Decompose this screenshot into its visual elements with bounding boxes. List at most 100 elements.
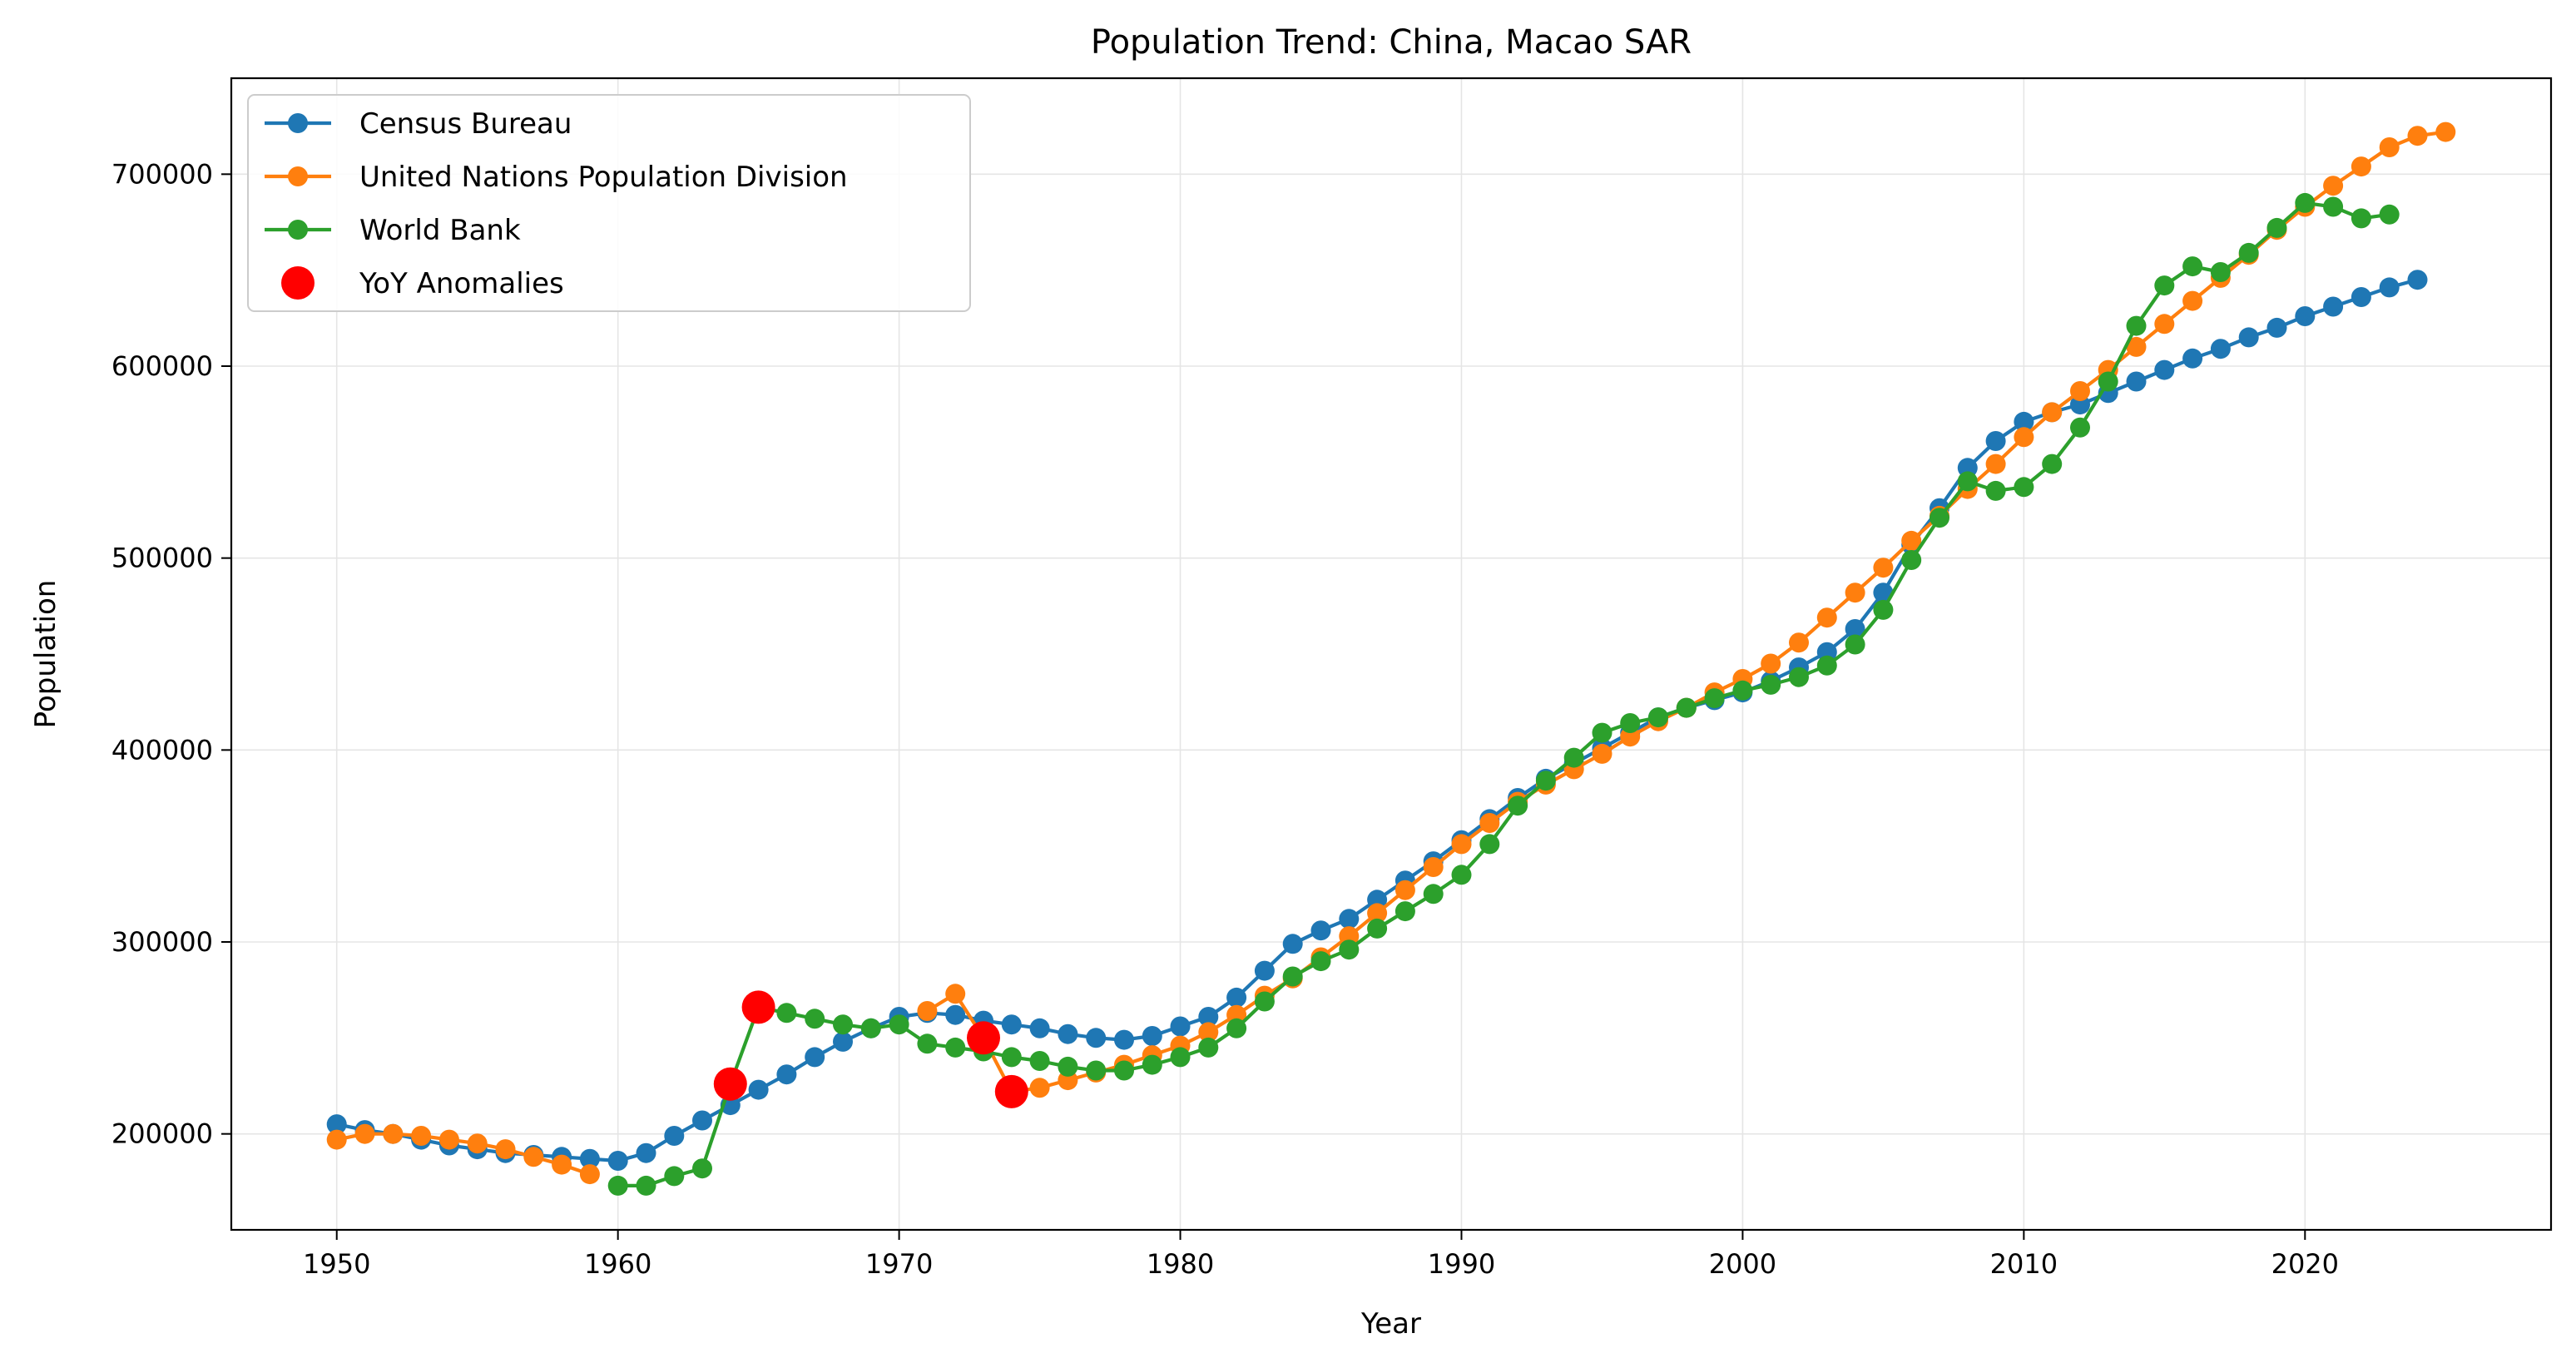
data-point-world-bank	[833, 1014, 853, 1035]
data-point-census-bureau	[1142, 1026, 1162, 1046]
data-point-world-bank	[860, 1018, 881, 1038]
y-tick-label: 600000	[111, 350, 213, 382]
data-point-world-bank	[1592, 722, 1612, 743]
data-point-census-bureau	[2379, 277, 2400, 298]
data-point-united-nations-population-division	[2351, 156, 2371, 177]
data-point-united-nations-population-division	[1789, 632, 1809, 653]
data-point-world-bank	[1367, 918, 1388, 939]
data-point-world-bank	[1761, 674, 1781, 695]
data-point-world-bank	[1620, 713, 1641, 733]
data-point-united-nations-population-division	[1029, 1078, 1050, 1098]
legend-box	[247, 94, 971, 312]
data-point-united-nations-population-division	[1198, 1022, 1219, 1043]
data-point-census-bureau	[1310, 920, 1331, 941]
data-point-united-nations-population-division	[1367, 903, 1388, 924]
y-tick-label: 500000	[111, 543, 213, 574]
data-point-world-bank	[1535, 771, 1556, 791]
data-point-world-bank	[1170, 1047, 1191, 1068]
data-point-census-bureau	[1114, 1029, 1134, 1050]
data-point-world-bank	[1001, 1047, 1022, 1068]
data-point-united-nations-population-division	[354, 1123, 375, 1144]
data-point-united-nations-population-division	[2323, 176, 2344, 196]
data-point-census-bureau	[2295, 306, 2316, 326]
data-point-census-bureau	[1170, 1016, 1191, 1037]
data-point-united-nations-population-division	[2435, 121, 2456, 142]
data-point-census-bureau	[833, 1031, 853, 1052]
x-tick-label: 2020	[2271, 1248, 2339, 1280]
series-world-bank	[607, 192, 2400, 1196]
data-point-census-bureau	[748, 1079, 769, 1100]
data-point-world-bank	[1423, 884, 1444, 905]
data-point-world-bank	[1198, 1037, 1219, 1058]
data-point-census-bureau	[2323, 296, 2344, 317]
data-point-united-nations-population-division	[1451, 834, 1472, 855]
data-point-census-bureau	[2351, 287, 2371, 307]
data-point-census-bureau	[326, 1114, 347, 1135]
data-point-census-bureau	[1058, 1023, 1078, 1044]
data-point-united-nations-population-division	[467, 1133, 488, 1154]
data-point-united-nations-population-division	[1395, 880, 1415, 900]
data-point-census-bureau	[805, 1047, 825, 1068]
x-tick-label: 1950	[303, 1248, 370, 1280]
data-point-world-bank	[1254, 991, 1275, 1012]
data-point-census-bureau	[2238, 327, 2259, 348]
data-point-united-nations-population-division	[1845, 582, 1865, 603]
data-point-united-nations-population-division	[917, 1001, 938, 1021]
data-point-world-bank	[1282, 966, 1303, 987]
anomaly-point	[967, 1021, 1000, 1055]
chart-title: Population Trend: China, Macao SAR	[1091, 23, 1692, 62]
data-point-world-bank	[1845, 634, 1865, 655]
data-point-census-bureau	[1198, 1007, 1219, 1027]
data-point-world-bank	[917, 1033, 938, 1054]
data-point-world-bank	[889, 1014, 909, 1035]
data-point-world-bank	[1395, 901, 1415, 922]
data-point-united-nations-population-division	[1816, 607, 1837, 628]
data-point-census-bureau	[1339, 909, 1360, 929]
legend-marker-census-bureau	[288, 113, 308, 133]
data-point-world-bank	[636, 1175, 656, 1196]
data-point-world-bank	[2154, 275, 2175, 296]
series-line-census-bureau	[336, 278, 2419, 1163]
data-point-united-nations-population-division	[1873, 558, 1894, 578]
data-point-census-bureau	[945, 1004, 966, 1025]
data-point-world-bank	[1114, 1060, 1134, 1081]
x-tick-label: 1980	[1147, 1248, 1214, 1280]
data-point-united-nations-population-division	[1761, 653, 1781, 674]
data-point-world-bank	[1648, 707, 1668, 728]
x-tick-label: 1960	[584, 1248, 651, 1280]
data-point-united-nations-population-division	[438, 1129, 459, 1150]
y-axis-label: Population	[29, 580, 62, 729]
data-point-united-nations-population-division	[2154, 314, 2175, 335]
data-point-census-bureau	[1029, 1018, 1050, 1038]
data-point-world-bank	[2323, 196, 2344, 217]
legend-marker-world-bank	[288, 220, 308, 240]
data-point-world-bank	[1676, 697, 1697, 718]
data-point-world-bank	[1451, 865, 1472, 885]
data-point-world-bank	[664, 1166, 685, 1187]
legend-marker-yoy-anomalies	[281, 266, 315, 300]
anomaly-point	[713, 1067, 747, 1101]
data-point-world-bank	[1704, 688, 1725, 709]
data-point-census-bureau	[2266, 317, 2287, 338]
data-point-census-bureau	[1985, 431, 2006, 451]
data-point-world-bank	[805, 1009, 825, 1029]
data-point-world-bank	[1339, 939, 1360, 960]
data-point-united-nations-population-division	[1985, 454, 2006, 474]
x-tick-label: 2000	[1709, 1248, 1776, 1280]
data-point-census-bureau	[776, 1064, 797, 1085]
data-point-united-nations-population-division	[2070, 381, 2090, 401]
data-point-united-nations-population-division	[2042, 402, 2063, 423]
data-point-world-bank	[1479, 834, 1500, 855]
data-point-united-nations-population-division	[326, 1129, 347, 1150]
data-point-world-bank	[1901, 550, 1922, 570]
data-point-united-nations-population-division	[2014, 427, 2034, 448]
y-tick-label: 200000	[111, 1118, 213, 1150]
data-point-united-nations-population-division	[2126, 336, 2147, 357]
data-point-world-bank	[2126, 315, 2147, 336]
data-point-united-nations-population-division	[1901, 530, 1922, 551]
data-point-census-bureau	[1001, 1014, 1022, 1035]
x-tick-label: 1970	[865, 1248, 933, 1280]
data-point-world-bank	[2014, 477, 2034, 498]
data-point-world-bank	[776, 1003, 797, 1023]
anomaly-layer	[713, 990, 1028, 1108]
